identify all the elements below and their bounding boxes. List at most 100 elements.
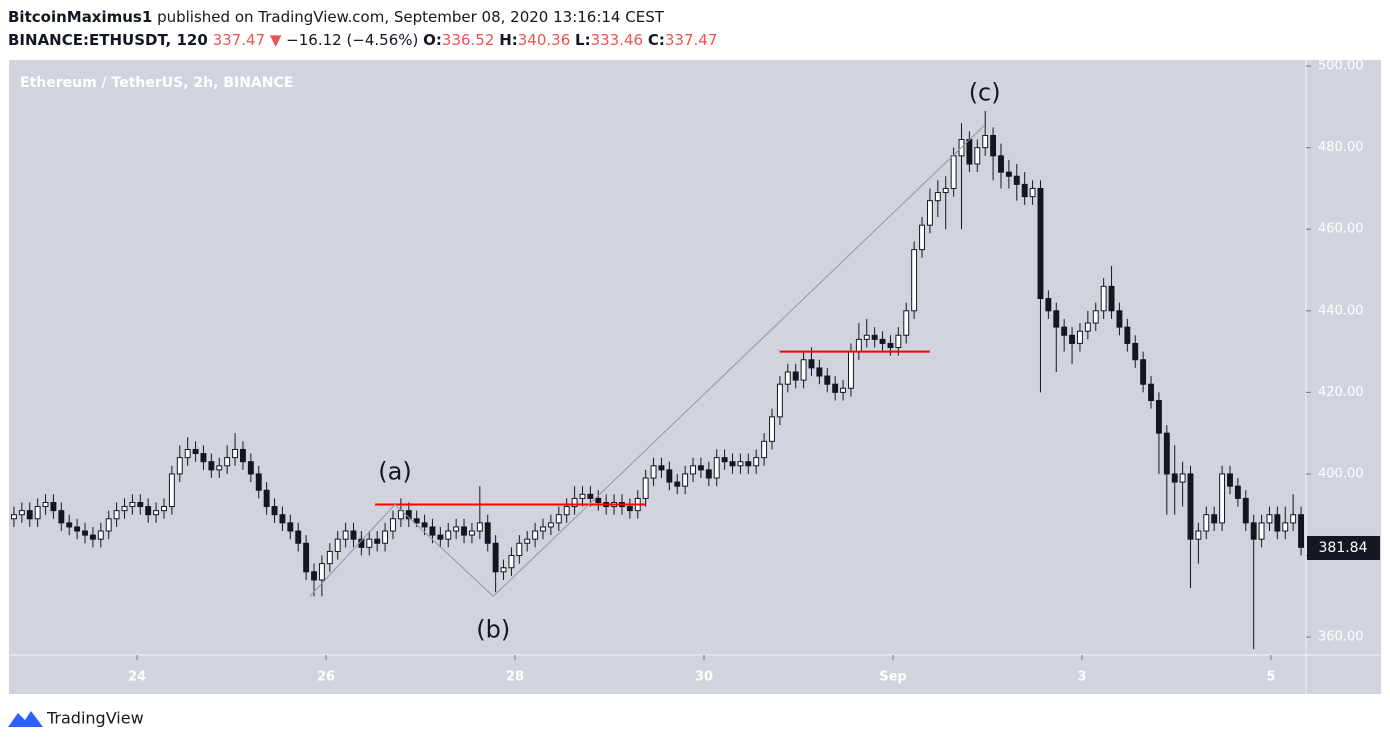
candle-body — [950, 155, 957, 189]
candle-body — [1171, 473, 1178, 483]
candle-body — [113, 510, 120, 520]
candle-body — [697, 465, 704, 471]
candle-body — [374, 538, 381, 544]
x-tick-label: Sep — [879, 670, 907, 685]
candle-body — [1250, 522, 1257, 540]
candle-body — [50, 501, 57, 512]
y-tick-label: 480.00 — [1318, 140, 1364, 155]
candle-body — [1219, 473, 1226, 524]
candle-body — [926, 200, 933, 226]
candle-body — [1266, 514, 1273, 524]
candle-body — [547, 522, 554, 528]
candle-body — [1140, 359, 1147, 385]
candle-body — [58, 510, 65, 524]
header-line: BitcoinMaximus1 published on TradingView… — [8, 6, 717, 29]
candle-body — [342, 530, 349, 540]
candle-body — [445, 530, 452, 540]
candle-body — [429, 526, 436, 536]
candle-body — [97, 530, 104, 540]
candle-body — [334, 538, 341, 552]
candle-body — [350, 530, 357, 540]
candle-body — [311, 571, 317, 581]
candle-body — [318, 563, 325, 581]
candle-body — [1234, 485, 1241, 499]
change: −16.12 (−4.56%) — [286, 31, 419, 49]
candle-body — [208, 461, 215, 471]
candle-body — [942, 187, 949, 194]
candle-body — [1163, 432, 1170, 475]
candle-body — [279, 514, 286, 524]
candle-body — [934, 192, 941, 202]
candle-body — [42, 501, 49, 508]
o-label: O: — [423, 31, 442, 49]
symbol: BINANCE:ETHUSDT, 120 — [8, 31, 208, 49]
candle-body — [34, 506, 41, 520]
candle-body — [776, 383, 783, 418]
candle-body — [990, 134, 997, 157]
candle-body — [982, 134, 989, 149]
candle-body — [1100, 285, 1107, 312]
candle-body — [863, 334, 870, 340]
candle-body — [784, 371, 791, 385]
candle-body — [1227, 473, 1233, 487]
candle-body — [595, 497, 602, 503]
candle-body — [1179, 473, 1186, 483]
candle-body — [540, 526, 546, 532]
candle-body — [737, 461, 744, 467]
candle-body — [1274, 514, 1281, 532]
candle-body — [1148, 383, 1154, 402]
candle-body — [1187, 473, 1194, 540]
candle-body — [1282, 522, 1289, 532]
candle-body — [200, 453, 207, 463]
candle-body — [769, 416, 775, 442]
candle-body — [295, 530, 302, 544]
candle-body — [1013, 175, 1020, 185]
author: BitcoinMaximus1 — [8, 8, 153, 26]
x-tick-label: 3 — [1077, 670, 1086, 685]
candle-body — [224, 457, 231, 467]
x-tick-label: 28 — [506, 670, 524, 685]
candle-body — [1116, 310, 1123, 328]
candle-body — [287, 522, 294, 532]
candle-body — [721, 457, 728, 463]
last-price-label: 381.84 — [1319, 540, 1368, 556]
candle-body — [642, 477, 649, 499]
candle-body — [998, 155, 1004, 173]
candle-body — [792, 371, 799, 381]
candle-body — [11, 514, 17, 520]
candle-body — [105, 518, 112, 532]
candle-body — [184, 448, 191, 459]
wave-line — [309, 124, 985, 597]
candle-body — [1124, 326, 1131, 344]
candle-body — [74, 526, 81, 532]
candle-body — [145, 506, 152, 516]
annotation: (b) — [476, 615, 510, 643]
candle-body — [713, 457, 720, 479]
arrow: ▼ — [269, 31, 282, 49]
candle-body — [753, 457, 760, 467]
candle-body — [824, 375, 831, 385]
y-tick-label: 420.00 — [1318, 385, 1364, 400]
candle-body — [161, 506, 167, 512]
candle-body — [966, 139, 973, 165]
candle-body — [129, 501, 136, 508]
c: 337.47 — [664, 31, 718, 49]
logo: TradingView — [8, 709, 144, 728]
candle-body — [761, 440, 768, 459]
candle-body — [729, 461, 736, 467]
candle-body — [468, 530, 475, 536]
header: BitcoinMaximus1 published on TradingView… — [8, 6, 717, 52]
candle-body — [1061, 326, 1068, 336]
candle-body — [255, 473, 262, 491]
candle-body — [887, 342, 894, 349]
candle-body — [626, 506, 633, 512]
candle-body — [121, 506, 128, 512]
candle-body — [1195, 530, 1202, 540]
candle-body — [840, 387, 847, 393]
candle-body — [1108, 285, 1115, 312]
candle-body — [705, 469, 712, 479]
candle-body — [571, 497, 578, 508]
candle-body — [1258, 522, 1265, 540]
